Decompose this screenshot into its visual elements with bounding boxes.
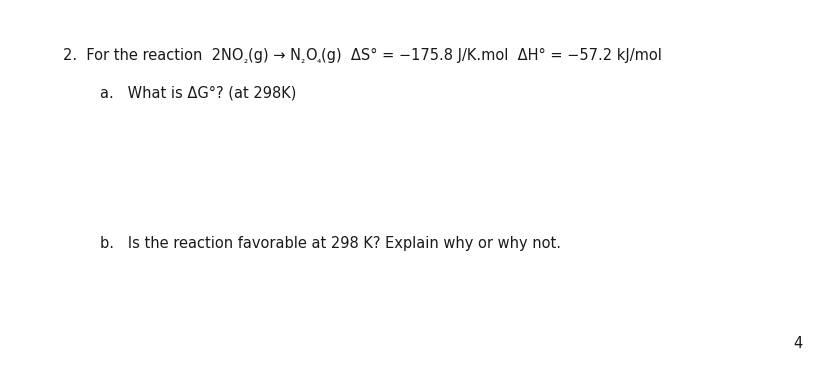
Text: 4: 4 [792,336,801,351]
Text: ₄: ₄ [316,55,320,65]
Text: (g) → N: (g) → N [247,48,300,63]
Text: 2.  For the reaction  2NO: 2. For the reaction 2NO [63,48,243,63]
Text: a.   What is ΔG°? (at 298K): a. What is ΔG°? (at 298K) [100,85,296,100]
Text: ₂: ₂ [300,55,304,65]
Text: b.   Is the reaction favorable at 298 K? Explain why or why not.: b. Is the reaction favorable at 298 K? E… [100,236,561,251]
Text: ₂: ₂ [243,55,247,65]
Text: O: O [304,48,316,63]
Text: (g)  ΔS° = −175.8 J/K.mol  ΔH° = −57.2 kJ/mol: (g) ΔS° = −175.8 J/K.mol ΔH° = −57.2 kJ/… [320,48,661,63]
